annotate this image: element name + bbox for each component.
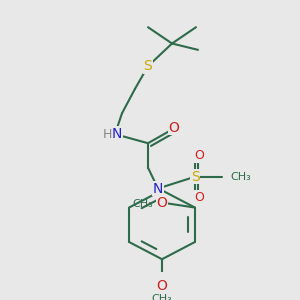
Text: O: O	[194, 191, 204, 204]
Text: O: O	[194, 149, 204, 162]
Text: CH₃: CH₃	[133, 199, 153, 209]
Text: H: H	[102, 128, 112, 141]
Text: CH₃: CH₃	[230, 172, 251, 182]
Text: CH₃: CH₃	[152, 294, 172, 300]
Text: N: N	[153, 182, 163, 196]
Text: O: O	[157, 196, 167, 210]
Text: N: N	[112, 127, 122, 141]
Text: O: O	[157, 279, 167, 293]
Text: S: S	[144, 59, 152, 73]
Text: O: O	[169, 121, 179, 135]
Text: S: S	[190, 170, 200, 184]
